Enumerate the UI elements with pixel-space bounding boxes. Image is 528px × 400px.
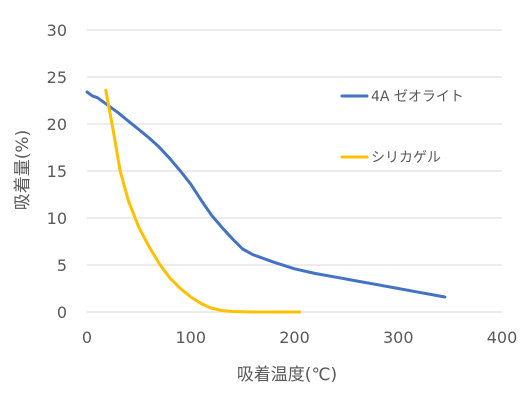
y-tick-label: 20 bbox=[47, 115, 67, 134]
y-tick-label: 30 bbox=[47, 21, 67, 40]
y-tick-label: 15 bbox=[47, 162, 67, 181]
y-tick-label: 5 bbox=[57, 256, 67, 275]
x-tick-label: 400 bbox=[487, 328, 518, 347]
y-tick-label: 10 bbox=[47, 209, 67, 228]
x-tick-label: 0 bbox=[82, 328, 92, 347]
x-tick-label: 300 bbox=[383, 328, 414, 347]
series-lines bbox=[85, 88, 447, 314]
y-tick-label: 0 bbox=[57, 303, 67, 322]
series-line-1 bbox=[85, 90, 447, 299]
legend-label-1: 4A ゼオライト bbox=[371, 89, 464, 105]
x-axis-title: 吸着温度(℃) bbox=[237, 365, 337, 385]
y-tick-label: 25 bbox=[47, 68, 67, 87]
y-axis-ticks: 0 5 10 15 20 25 30 bbox=[47, 21, 67, 322]
grid-lines bbox=[87, 29, 502, 313]
x-tick-label: 200 bbox=[279, 328, 310, 347]
series-line-2 bbox=[104, 88, 302, 314]
legend-label-2: シリカゲル bbox=[371, 150, 441, 166]
y-axis-title: 吸着量(%) bbox=[13, 130, 33, 210]
x-tick-label: 100 bbox=[175, 328, 206, 347]
x-axis-ticks: 0 100 200 300 400 bbox=[82, 328, 517, 347]
